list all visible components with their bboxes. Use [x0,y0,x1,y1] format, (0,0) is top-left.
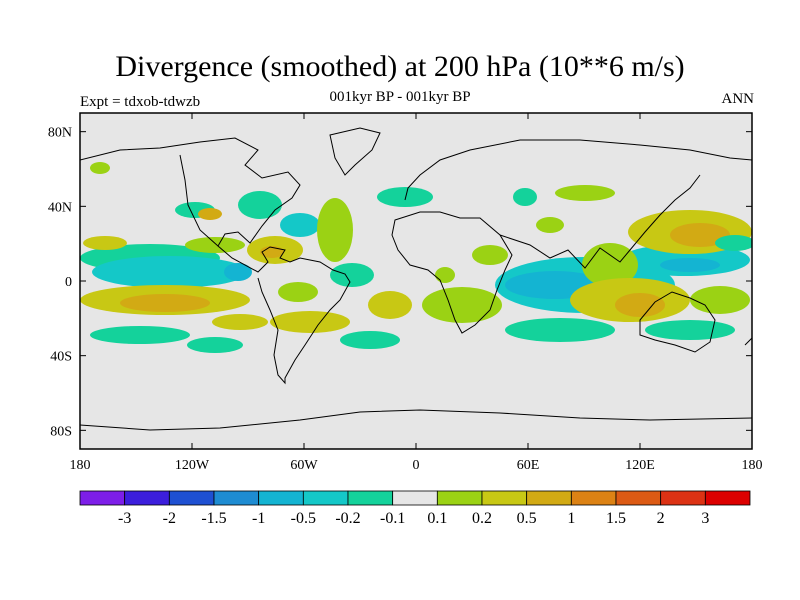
colorbar-swatch [570,490,617,506]
colorbar-label: 1.5 [606,510,626,527]
field-patch [435,267,455,283]
field-patch [120,294,210,312]
west-america-coast [179,154,219,247]
antarctica-coast [80,409,752,431]
colorbar-swatch [615,490,662,506]
lat-tick-label: 0 [65,275,72,290]
colorbar-swatch [526,490,572,506]
lon-tick-label: 180 [742,458,763,473]
field-patch [536,217,564,233]
colorbar-swatch [347,490,394,506]
lon-tick-label: 120W [175,458,210,473]
plot-subtitle: 001kyr BP - 001kyr BP [329,89,471,105]
field-patch [185,237,245,253]
colorbar-label: 2 [657,510,665,527]
field-patch [422,287,502,323]
field-patch [83,236,127,250]
colorbar-swatch [392,490,438,506]
field-patch [715,235,752,251]
field-patch [90,326,190,344]
field-patch [317,198,353,262]
field-patch [690,286,750,314]
colorbar-swatch [660,490,706,506]
new-zealand-coast [744,337,752,346]
colorbar-label: -3 [118,510,131,527]
colorbar-swatch [481,490,528,506]
colorbar-label: -0.2 [335,510,360,527]
colorbar-swatch [258,490,304,506]
asia-coast [499,174,701,269]
field-patch [187,337,243,353]
period-label: ANN [721,91,755,107]
field-patch [90,162,110,174]
divergence-field [80,162,752,353]
field-patch [340,331,400,349]
field-patch [368,291,412,319]
colorbar-label: -1.5 [201,510,226,527]
field-patch [224,263,252,281]
field-patch [212,314,268,330]
field-patch [555,185,615,201]
field-patch [330,263,374,287]
field-patch [615,293,665,317]
lat-tick-label: 80N [48,126,72,141]
colorbar-label: -0.5 [291,510,316,527]
colorbar-label: 0.1 [427,510,447,527]
field-patch [472,245,508,265]
field-patch [92,256,248,288]
colorbar-swatch [168,490,215,506]
colorbar-swatch [124,490,170,506]
coastlines [80,127,752,431]
colorbar-swatch [213,490,260,506]
lon-tick-label: 0 [413,458,420,473]
colorbar: -3 -2 -1.5 -1 -0.5 -0.2 -0.1 0.1 0.2 0.5 1 1.5 2 3 [79,490,751,527]
colorbar-label: 0.5 [517,510,537,527]
colorbar-swatch [79,490,126,506]
field-patch [513,188,537,206]
field-patch [280,213,320,237]
field-patch [505,318,615,342]
colorbar-label: -2 [163,510,176,527]
field-patch [670,223,730,247]
lat-tick-label: 40N [48,200,72,215]
lat-tick-label: 80S [50,424,72,439]
africa-coast [391,211,513,334]
lat-tick-label: 40S [50,350,72,365]
field-patch [278,282,318,302]
field-patch [238,191,282,219]
colorbar-label: -0.1 [380,510,405,527]
australia-coast [639,291,716,353]
latitude-axis: 80N 40N 0 40S 80S [48,126,752,439]
colorbar-label: 1 [567,510,575,527]
lon-tick-label: 60W [290,458,318,473]
lon-tick-label: 120E [625,458,655,473]
lon-tick-label: 180 [70,458,91,473]
lon-tick-label: 60E [517,458,540,473]
field-patch [660,258,720,272]
eurasia-coast [404,139,752,201]
field-patch [645,320,735,340]
colorbar-label: 3 [701,510,709,527]
colorbar-label: -1 [252,510,265,527]
colorbar-label: 0.2 [472,510,492,527]
longitude-axis: 180 120W 60W 0 60E 120E 180 [70,113,763,473]
experiment-label: Expt = tdxob-tdwzb [80,94,201,110]
colorbar-swatch [436,490,483,506]
north-america-coast [80,137,351,385]
greenland-coast [329,127,381,176]
colorbar-swatch [704,490,751,506]
field-patch [198,208,222,220]
field-patch [270,311,350,333]
field-patch [377,187,433,207]
plot-title: Divergence (smoothed) at 200 hPa (10**6 … [115,50,685,83]
colorbar-swatch [302,490,349,506]
